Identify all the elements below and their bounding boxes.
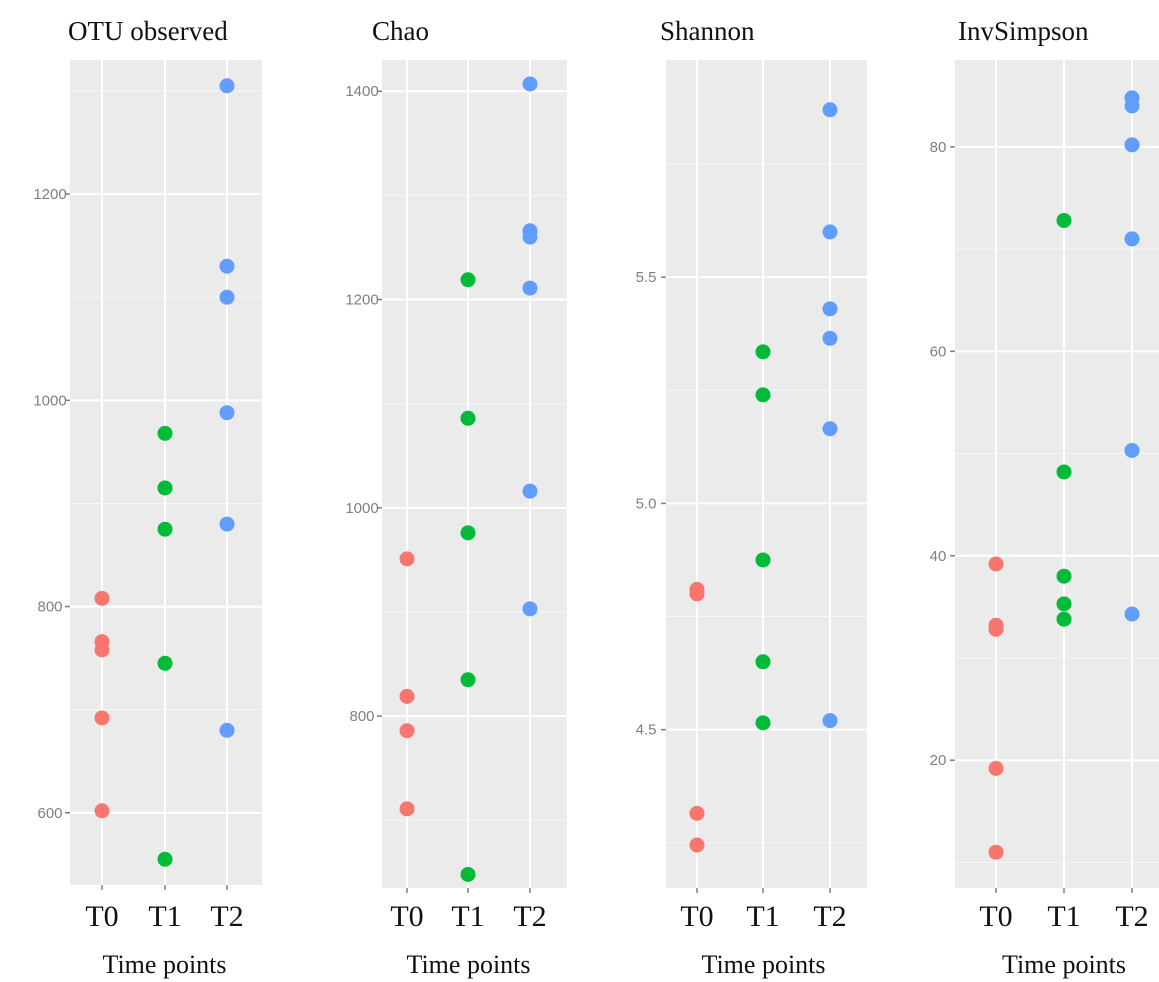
y-tick-label: 1000 bbox=[345, 500, 378, 517]
data-point-t2 bbox=[522, 601, 538, 617]
data-point-t1 bbox=[460, 525, 476, 541]
data-point-t2 bbox=[1124, 231, 1140, 247]
data-point-t2 bbox=[219, 405, 235, 421]
data-point-t1 bbox=[755, 654, 771, 670]
data-point-t2 bbox=[522, 483, 538, 499]
panel-chao: 800 1000 1200 1400 T0 T1 T2 Chao Time points bbox=[345, 16, 567, 979]
data-point-t0 bbox=[988, 760, 1004, 776]
y-tick-label: 1200 bbox=[345, 292, 378, 309]
x-tick-label: T1 bbox=[148, 900, 181, 933]
x-tick-label: T2 bbox=[1115, 900, 1148, 933]
data-point-t1 bbox=[755, 715, 771, 731]
data-point-t0 bbox=[399, 688, 415, 704]
data-point-t1 bbox=[460, 272, 476, 288]
data-point-t1 bbox=[460, 410, 476, 426]
y-tick-label: 5.0 bbox=[636, 495, 657, 512]
data-point-t0 bbox=[399, 801, 415, 817]
data-point-t2 bbox=[219, 516, 235, 532]
data-point-t2 bbox=[1124, 98, 1140, 114]
data-point-t0 bbox=[94, 590, 110, 606]
panel-title: InvSimpson bbox=[958, 16, 1089, 46]
x-tick-label: T0 bbox=[979, 900, 1012, 933]
x-axis-label: Time points bbox=[701, 950, 825, 979]
data-point-t2 bbox=[822, 421, 838, 437]
data-point-t0 bbox=[689, 805, 705, 821]
data-point-t2 bbox=[1124, 137, 1140, 153]
data-point-t1 bbox=[755, 552, 771, 568]
panel-shannon: 4.5 5.0 5.5 T0 T1 T2 Shannon Time points bbox=[636, 16, 867, 979]
data-point-t2 bbox=[219, 289, 235, 305]
data-point-t1 bbox=[755, 344, 771, 360]
data-point-t0 bbox=[94, 642, 110, 658]
y-tick-label: 1400 bbox=[345, 83, 378, 100]
panel-title: Shannon bbox=[660, 16, 755, 46]
data-point-t1 bbox=[157, 521, 173, 537]
panel-otu-observed: 600 800 1000 1200 T0 T1 T2 OTU observed Time poi… bbox=[33, 16, 262, 979]
y-tick-label: 40 bbox=[930, 548, 947, 565]
y-tick-label: 1200 bbox=[33, 186, 66, 203]
x-tick-label: T2 bbox=[513, 900, 546, 933]
plot-background bbox=[666, 60, 867, 888]
data-point-t1 bbox=[1056, 212, 1072, 228]
x-axis-label: Time points bbox=[406, 950, 530, 979]
panel-title: Chao bbox=[372, 16, 429, 46]
y-tick-label: 800 bbox=[37, 599, 62, 616]
y-tick-label: 800 bbox=[349, 708, 374, 725]
data-point-t2 bbox=[522, 280, 538, 296]
data-point-t2 bbox=[822, 224, 838, 240]
data-point-t0 bbox=[988, 844, 1004, 860]
data-point-t2 bbox=[522, 229, 538, 245]
x-tick-label: T0 bbox=[680, 900, 713, 933]
data-point-t1 bbox=[460, 866, 476, 882]
data-point-t0 bbox=[988, 556, 1004, 572]
data-point-t2 bbox=[219, 78, 235, 94]
x-tick-label: T0 bbox=[390, 900, 423, 933]
data-point-t1 bbox=[1056, 596, 1072, 612]
data-point-t2 bbox=[822, 301, 838, 317]
data-point-t0 bbox=[689, 586, 705, 602]
panel-title: OTU observed bbox=[68, 16, 228, 46]
y-tick-label: 4.5 bbox=[636, 722, 657, 739]
x-tick-label: T2 bbox=[813, 900, 846, 933]
x-axis-label: Time points bbox=[1002, 950, 1126, 979]
y-tick-label: 5.5 bbox=[636, 269, 657, 286]
data-point-t0 bbox=[399, 551, 415, 567]
data-point-t0 bbox=[399, 723, 415, 739]
x-tick-label: T1 bbox=[1047, 900, 1080, 933]
data-point-t1 bbox=[1056, 464, 1072, 480]
plot-background bbox=[382, 60, 567, 888]
data-point-t1 bbox=[1056, 568, 1072, 584]
data-point-t2 bbox=[822, 713, 838, 729]
x-tick-label: T2 bbox=[210, 900, 243, 933]
x-tick-label: T0 bbox=[85, 900, 118, 933]
data-point-t1 bbox=[1056, 611, 1072, 627]
data-point-t0 bbox=[94, 803, 110, 819]
data-point-t1 bbox=[157, 425, 173, 441]
data-point-t1 bbox=[755, 387, 771, 403]
y-tick-label: 1000 bbox=[33, 392, 66, 409]
y-tick-label: 60 bbox=[930, 343, 947, 360]
data-point-t0 bbox=[689, 837, 705, 853]
data-point-t0 bbox=[988, 621, 1004, 637]
data-point-t2 bbox=[822, 330, 838, 346]
data-point-t2 bbox=[522, 76, 538, 92]
data-point-t0 bbox=[94, 710, 110, 726]
data-point-t1 bbox=[157, 655, 173, 671]
y-tick-label: 600 bbox=[37, 805, 62, 822]
y-tick-label: 20 bbox=[930, 752, 947, 769]
data-point-t1 bbox=[157, 480, 173, 496]
data-point-t2 bbox=[822, 102, 838, 118]
data-point-t2 bbox=[219, 722, 235, 738]
data-point-t2 bbox=[1124, 442, 1140, 458]
data-point-t2 bbox=[219, 258, 235, 274]
data-point-t1 bbox=[460, 672, 476, 688]
x-tick-label: T1 bbox=[451, 900, 484, 933]
x-axis-label: Time points bbox=[102, 950, 226, 979]
x-tick-label: T1 bbox=[746, 900, 779, 933]
data-point-t1 bbox=[157, 851, 173, 867]
panel-invsimpson: 20 40 60 80 T0 T1 T2 InvSimpson Time points bbox=[930, 16, 1159, 979]
y-tick-label: 80 bbox=[930, 139, 947, 156]
data-point-t2 bbox=[1124, 606, 1140, 622]
